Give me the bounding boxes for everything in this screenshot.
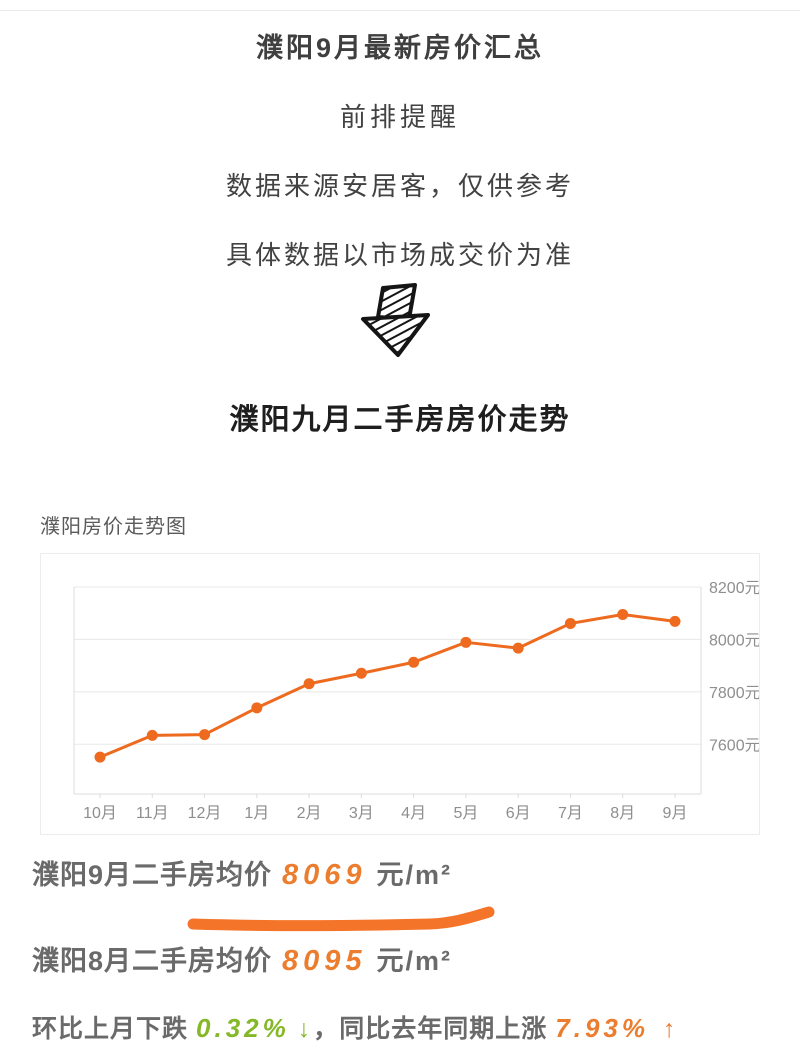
svg-text:5月: 5月 bbox=[453, 805, 478, 822]
svg-text:12月: 12月 bbox=[188, 805, 222, 822]
yoy-label: 同比去年同期上涨 bbox=[339, 1015, 548, 1043]
mom-value: 0.32% bbox=[196, 1013, 290, 1043]
svg-text:7月: 7月 bbox=[558, 805, 583, 822]
svg-text:11月: 11月 bbox=[136, 805, 169, 822]
svg-text:1月: 1月 bbox=[244, 805, 269, 822]
lead-disclaimer: 具体数据以市场成交价为准 bbox=[225, 240, 574, 270]
comma-separator: ， bbox=[313, 1015, 340, 1043]
stat-august: 濮阳8月二手房均价 8095 元/m² bbox=[32, 939, 452, 978]
stat-august-value: 8095 bbox=[282, 945, 367, 977]
svg-text:10月: 10月 bbox=[83, 805, 117, 822]
svg-text:4月: 4月 bbox=[401, 805, 426, 822]
line-chart-canvas: 8200元 8000元 7800元 7600元 10月 11月 12月 1月 2月 3月 4月 5月 6… bbox=[73, 580, 759, 822]
stat-september-unit: 元/m² bbox=[376, 860, 453, 890]
svg-text:9月: 9月 bbox=[663, 805, 688, 822]
lead-reminder: 前排提醒 bbox=[339, 102, 460, 132]
lead-source-note: 数据来源安居客，仅供参考 bbox=[225, 171, 574, 201]
up-arrow-glyph: ↑ bbox=[663, 1015, 677, 1043]
stat-september: 濮阳9月二手房均价 8069 元/m² bbox=[32, 853, 452, 892]
stat-september-value: 8069 bbox=[282, 859, 367, 891]
svg-text:8200元: 8200元 bbox=[709, 580, 759, 597]
stat-august-unit: 元/m² bbox=[376, 946, 453, 976]
svg-text:2月: 2月 bbox=[297, 805, 322, 822]
svg-text:3月: 3月 bbox=[349, 805, 374, 822]
section-heading: 濮阳九月二手房房价走势 bbox=[229, 404, 571, 436]
stat-september-label: 濮阳9月二手房均价 bbox=[32, 860, 273, 890]
stat-august-label: 濮阳8月二手房均价 bbox=[32, 946, 273, 976]
down-arrow-glyph: ↓ bbox=[297, 1015, 312, 1043]
orange-underline-stroke bbox=[185, 902, 500, 932]
svg-text:8月: 8月 bbox=[610, 805, 635, 822]
comparison-line: 环比上月下跌 0.32% ↓，同比去年同期上涨 7.93% ↑ bbox=[32, 1009, 677, 1045]
svg-text:7800元: 7800元 bbox=[709, 685, 759, 702]
chart-title: 濮阳房价走势图 bbox=[40, 516, 187, 538]
svg-text:8000元: 8000元 bbox=[709, 632, 759, 649]
price-trend-chart: 8200元 8000元 7800元 7600元 10月 11月 12月 1月 2月 3月 4月 5月 6… bbox=[40, 553, 760, 835]
yoy-value: 7.93% bbox=[555, 1013, 650, 1043]
top-divider bbox=[0, 10, 800, 11]
svg-text:7600元: 7600元 bbox=[709, 737, 759, 754]
sketch-down-arrow-icon bbox=[350, 283, 450, 363]
mom-label: 环比上月下跌 bbox=[32, 1015, 189, 1043]
svg-text:6月: 6月 bbox=[506, 805, 531, 822]
page-title: 濮阳9月最新房价汇总 bbox=[255, 33, 545, 63]
